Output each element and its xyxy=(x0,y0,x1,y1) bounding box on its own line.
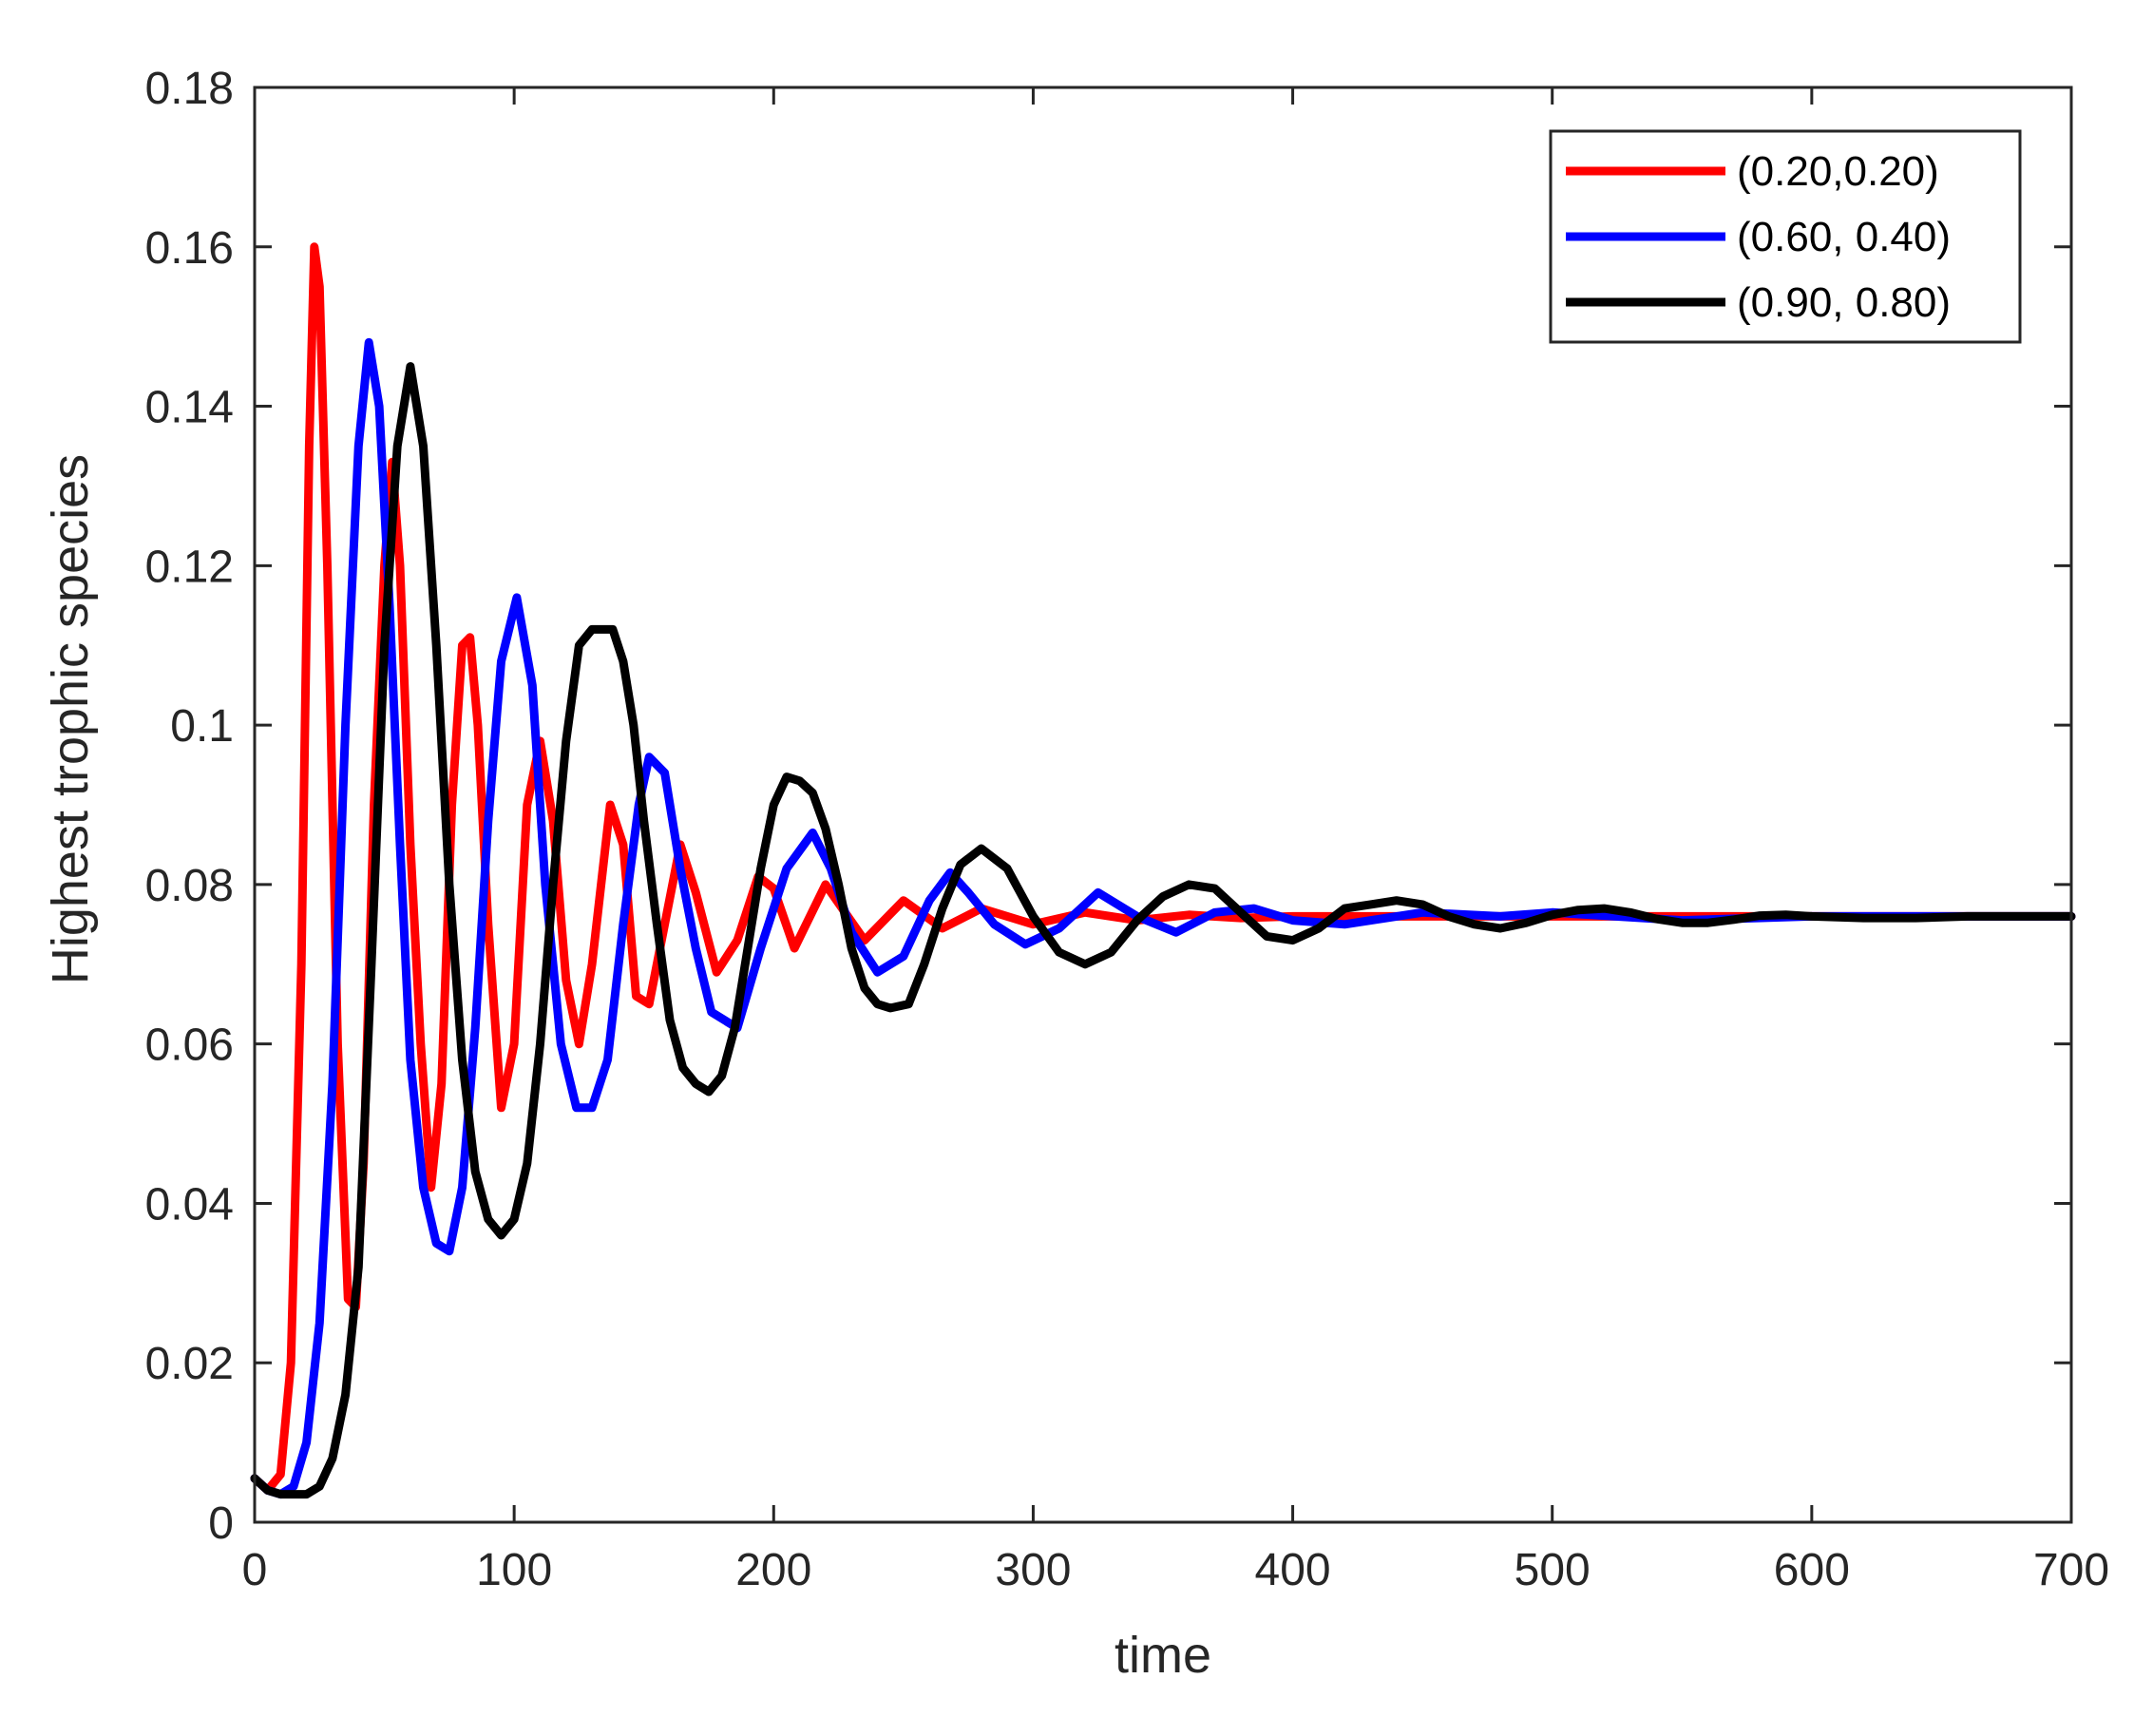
legend-label-series-1: (0.20,0.20) xyxy=(1737,148,1939,195)
y-tick-label: 0.06 xyxy=(145,1021,234,1071)
y-tick-label: 0.16 xyxy=(145,223,234,274)
x-tick-label: 0 xyxy=(242,1545,268,1595)
y-axis-label: Highest trophic species xyxy=(42,454,99,984)
y-tick-label: 0.1 xyxy=(170,701,234,752)
y-tick-label: 0.02 xyxy=(145,1339,234,1389)
x-tick-label: 100 xyxy=(476,1545,552,1595)
x-tick-label: 300 xyxy=(995,1545,1071,1595)
x-tick-label: 400 xyxy=(1255,1545,1331,1595)
legend-label-series-3: (0.90, 0.80) xyxy=(1737,279,1951,326)
y-tick-label: 0 xyxy=(208,1498,234,1549)
x-tick-label: 700 xyxy=(2033,1545,2109,1595)
x-axis-label: time xyxy=(1115,1627,1211,1684)
plot-frame xyxy=(253,86,2073,1524)
axis-ticks: 0 100 200 300 400 500 600 700 0 0.02 0.04 0.06 0.08 0… xyxy=(145,64,2109,1595)
y-tick-label: 0.18 xyxy=(145,64,234,114)
y-tick-label: 0.14 xyxy=(145,383,234,433)
legend: (0.20,0.20) (0.60, 0.40) (0.90, 0.80) xyxy=(1549,129,2022,344)
legend-label-series-2: (0.60, 0.40) xyxy=(1737,214,1951,260)
x-tick-label: 600 xyxy=(1774,1545,1850,1595)
x-tick-label: 200 xyxy=(735,1545,811,1595)
series-line-3 xyxy=(250,362,2076,1499)
y-tick-label: 0.08 xyxy=(145,861,234,911)
x-tick-label: 500 xyxy=(1515,1545,1591,1595)
y-tick-label: 0.12 xyxy=(145,542,234,592)
series-line-2 xyxy=(250,337,2076,1499)
y-tick-label: 0.04 xyxy=(145,1179,234,1230)
series-layer xyxy=(250,242,2076,1499)
